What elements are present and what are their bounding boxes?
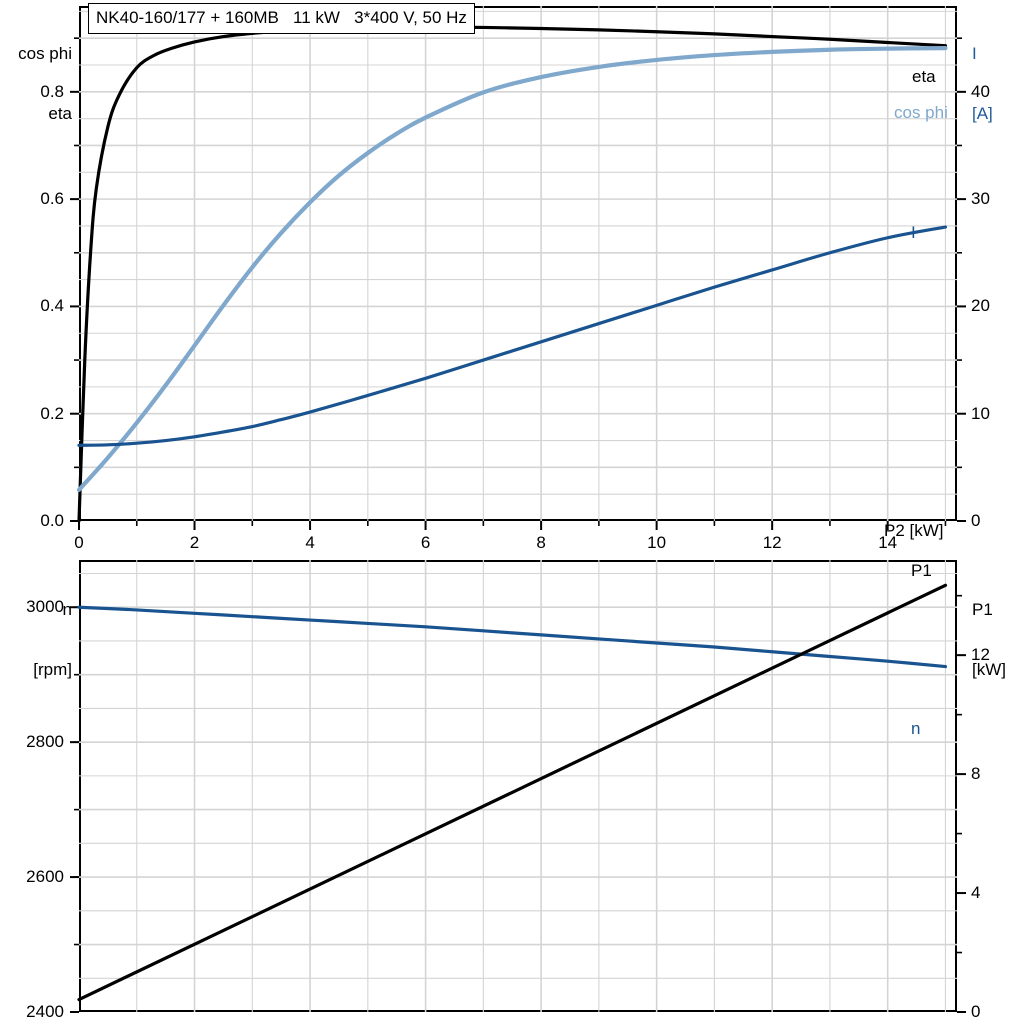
tick-label: 20 bbox=[971, 296, 990, 316]
top-curves bbox=[76, 25, 948, 523]
tick-label: 2 bbox=[189, 533, 200, 552]
tick-label: 0.8 bbox=[40, 81, 64, 101]
tick-label: 12 bbox=[971, 645, 990, 665]
tick-label: 12 bbox=[762, 533, 782, 552]
tick-label: 8 bbox=[536, 533, 546, 552]
tick-label: 40 bbox=[971, 81, 990, 101]
tick-label: 8 bbox=[971, 764, 981, 784]
tick-label: 4 bbox=[305, 533, 315, 552]
bottom-chart-svg bbox=[70, 560, 966, 1013]
tick-label: 3000 bbox=[26, 597, 64, 617]
top-right-axis-title-line1: I bbox=[972, 44, 977, 63]
curve-label-eta: eta bbox=[912, 67, 936, 86]
bottom-left-axis-title: n [rpm] bbox=[0, 560, 72, 720]
top-chart-svg bbox=[70, 6, 966, 530]
bottom-panel: n [rpm] P1 [kW] 2400 2600 2800 3000 0 4 8 12 P… bbox=[0, 548, 1024, 1024]
tick-label: 10 bbox=[647, 533, 667, 552]
tick-label: 0.0 bbox=[40, 511, 64, 530]
tick-label: 30 bbox=[971, 189, 990, 209]
curve-eta bbox=[77, 25, 948, 523]
curve-label-current: I bbox=[911, 223, 916, 242]
bottom-left-axis-title-line2: [rpm] bbox=[33, 660, 72, 679]
bottom-curves bbox=[77, 583, 948, 1002]
top-left-axis-title: cos phi eta bbox=[0, 4, 72, 164]
tick-label: 0.4 bbox=[40, 296, 64, 316]
tick-label: 0 bbox=[74, 533, 84, 552]
curve-label-n: n bbox=[911, 719, 921, 738]
top-gridlines bbox=[79, 6, 957, 521]
tick-label: 0.6 bbox=[40, 189, 64, 209]
top-right-axis-title-line2: [A] bbox=[972, 104, 993, 123]
curve-I bbox=[77, 225, 948, 447]
bottom-right-axis-title-line1: P1 bbox=[972, 600, 993, 619]
top-tickmarks bbox=[70, 37, 966, 530]
curve-n bbox=[77, 605, 948, 669]
curve-label-p1: P1 bbox=[911, 561, 932, 580]
top-panel: cos phi eta I [A] NK40-160/177 + 160MB 1… bbox=[0, 3, 1022, 552]
top-right-axis-title: I [A] bbox=[972, 4, 1022, 164]
tick-label: 14 bbox=[878, 533, 898, 552]
tick-label: 6 bbox=[420, 533, 431, 552]
tick-label: 4 bbox=[971, 883, 981, 903]
top-left-axis-title-line2: eta bbox=[48, 104, 72, 123]
tick-label: 0 bbox=[971, 511, 981, 530]
bottom-tickmarks bbox=[70, 594, 966, 1013]
chart-title: NK40-160/177 + 160MB 11 kW 3*400 V, 50 H… bbox=[88, 3, 475, 34]
bottom-right-axis-title-line2: [kW] bbox=[972, 660, 1006, 679]
tick-label: 2800 bbox=[26, 732, 64, 752]
curve-label-cos-phi: cos phi bbox=[894, 103, 948, 122]
tick-label: 0 bbox=[971, 1002, 981, 1021]
tick-label: 2400 bbox=[26, 1002, 64, 1021]
tick-label: 2600 bbox=[26, 867, 64, 887]
curve-cos-phi bbox=[76, 46, 948, 492]
bottom-left-axis-title-line1: n bbox=[62, 600, 72, 619]
bottom-gridlines bbox=[79, 560, 957, 1012]
bottom-right-axis-title: P1 [kW] bbox=[972, 560, 1024, 720]
tick-label: 10 bbox=[971, 403, 990, 423]
top-x-axis-title: P2 [kW] bbox=[884, 521, 944, 540]
tick-label: 0.2 bbox=[40, 403, 64, 423]
curve-P1 bbox=[77, 583, 948, 1002]
top-left-axis-title-line1: cos phi bbox=[18, 44, 72, 63]
bottom-plot-area bbox=[79, 560, 957, 1012]
